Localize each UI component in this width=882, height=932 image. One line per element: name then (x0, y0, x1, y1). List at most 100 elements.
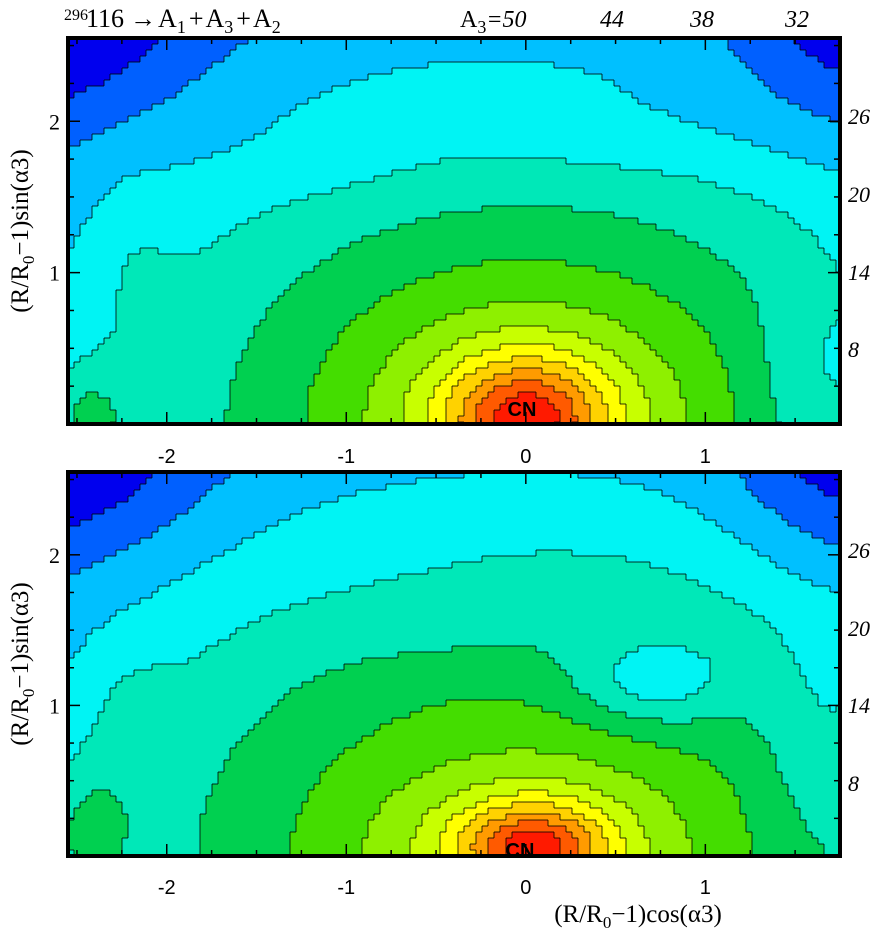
contour-cell (632, 86, 639, 93)
contour-cell (590, 206, 597, 213)
contour-cell (788, 218, 795, 225)
contour-cell (242, 134, 249, 141)
contour-cell (518, 188, 525, 195)
contour-cell (740, 140, 747, 147)
contour-cell (410, 80, 417, 87)
contour-cell (92, 146, 99, 153)
contour-cell (794, 68, 801, 75)
contour-cell (416, 68, 423, 75)
contour-cell (98, 50, 105, 57)
contour-cell (152, 122, 159, 129)
contour-cell (416, 152, 423, 159)
contour-cell (92, 248, 99, 255)
contour-cell (830, 248, 837, 255)
contour-cell (506, 98, 513, 105)
contour-cell (452, 236, 459, 243)
contour-cell (188, 182, 195, 189)
contour-cell (536, 116, 543, 123)
contour-cell (524, 212, 531, 219)
contour-cell (236, 248, 243, 255)
contour-cell (530, 140, 537, 147)
contour-cell (80, 38, 87, 45)
contour-cell (812, 212, 819, 219)
contour-cell (716, 164, 723, 171)
contour-cell (524, 122, 531, 129)
contour-cell (572, 212, 579, 219)
contour-cell (584, 236, 591, 243)
contour-cell (446, 92, 453, 99)
contour-cell (542, 140, 549, 147)
contour-cell (584, 230, 591, 237)
contour-cell (338, 116, 345, 123)
contour-cell (260, 164, 267, 171)
contour-cell (488, 44, 495, 51)
contour-cell (746, 68, 753, 75)
contour-cell (170, 74, 177, 81)
contour-cell (608, 122, 615, 129)
contour-cell (176, 176, 183, 183)
contour-cell (386, 218, 393, 225)
contour-cell (464, 188, 471, 195)
contour-cell (296, 254, 303, 261)
contour-cell (794, 50, 801, 57)
contour-cell (632, 218, 639, 225)
contour-cell (770, 152, 777, 159)
contour-cell (374, 218, 381, 225)
contour-cell (206, 104, 213, 111)
contour-cell (590, 92, 597, 99)
a3-value-50: =50 (486, 7, 526, 33)
title-fragment-2-sub: 3 (224, 17, 233, 37)
contour-cell (368, 224, 375, 231)
contour-cell (332, 104, 339, 111)
contour-cell (290, 230, 297, 237)
title-plus-1: + (189, 4, 204, 33)
contour-cell (266, 50, 273, 57)
contour-cell (590, 140, 597, 147)
contour-cell (296, 242, 303, 249)
contour-cell (320, 44, 327, 51)
contour-cell (464, 266, 471, 273)
contour-cell (128, 92, 135, 99)
contour-cell (542, 50, 549, 57)
contour-cell (296, 104, 303, 111)
contour-cell (548, 134, 555, 141)
contour-cell (710, 176, 717, 183)
contour-cell (122, 74, 129, 81)
contour-cell (368, 176, 375, 183)
contour-cell (614, 152, 621, 159)
contour-cell (704, 176, 711, 183)
contour-cell (704, 128, 711, 135)
contour-cell (398, 116, 405, 123)
contour-cell (272, 212, 279, 219)
contour-cell (80, 176, 87, 183)
contour-cell (734, 92, 741, 99)
contour-cell (218, 194, 225, 201)
contour-cell (776, 212, 783, 219)
contour-cell (104, 176, 111, 183)
contour-cell (542, 44, 549, 51)
contour-cell (404, 80, 411, 87)
contour-cell (224, 176, 231, 183)
contour-cell (74, 116, 81, 123)
contour-cell (626, 254, 633, 261)
contour-cell (374, 140, 381, 147)
contour-cell (332, 122, 339, 129)
contour-cell (332, 128, 339, 135)
contour-cell (782, 236, 789, 243)
contour-cell (764, 92, 771, 99)
contour-cell (68, 50, 75, 57)
contour-cell (584, 116, 591, 123)
contour-cell (812, 224, 819, 231)
contour-cell (608, 200, 615, 207)
contour-cell (644, 50, 651, 57)
contour-cell (350, 134, 357, 141)
contour-cell (584, 134, 591, 141)
contour-cell (470, 38, 477, 45)
contour-cell (680, 206, 687, 213)
contour-cell (458, 116, 465, 123)
contour-cell (146, 68, 153, 75)
contour-cell (458, 164, 465, 171)
contour-cell (440, 80, 447, 87)
contour-cell (626, 44, 633, 51)
contour-cell (488, 104, 495, 111)
